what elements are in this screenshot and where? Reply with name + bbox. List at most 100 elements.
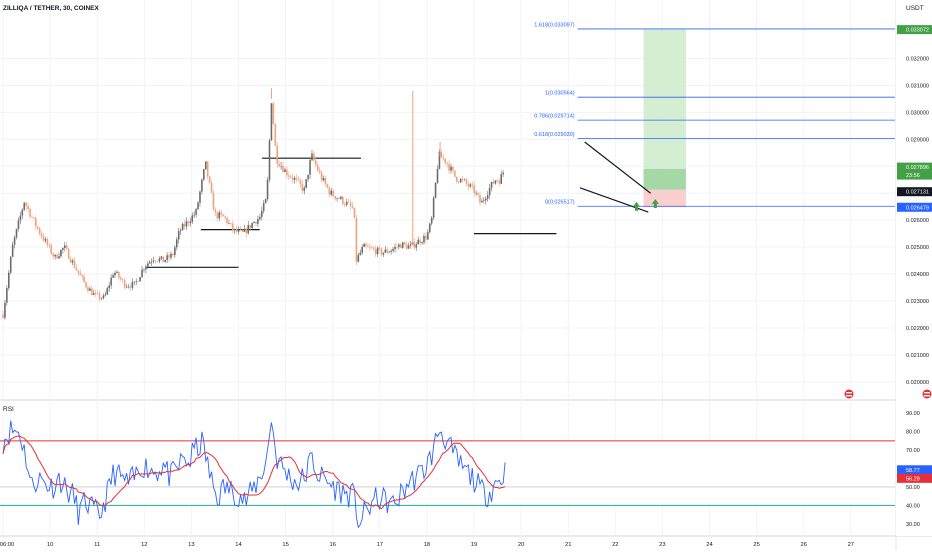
price-axis-label: 0.030000 <box>906 110 929 116</box>
price-axis[interactable]: 0.020000 0.021000 0.022000 0.023000 0.024000… <box>896 0 932 536</box>
flag-icon[interactable] <box>844 389 854 399</box>
candle-body <box>444 158 447 163</box>
candle-body <box>320 172 323 181</box>
candle-body <box>400 244 402 248</box>
candle-body <box>91 288 93 295</box>
time-axis[interactable]: 06:00 10 11 12 13 14 15 16 17 18 19 20 21 22 23 24 25 26 2… <box>0 542 854 548</box>
candle-body <box>25 202 27 206</box>
candle-body <box>150 261 153 263</box>
candle-body <box>187 221 190 224</box>
candle-body <box>52 253 55 257</box>
candle-body <box>318 170 321 173</box>
candle-body <box>116 271 118 273</box>
candle-body <box>102 295 105 299</box>
candle-body <box>75 267 78 271</box>
up-arrow-icon[interactable] <box>651 199 659 208</box>
fib-level-label: 0.618(0.029030) <box>534 132 575 138</box>
candle-body <box>365 243 367 247</box>
candle-body <box>417 239 419 245</box>
candle-body <box>257 219 259 224</box>
fib-level-label: 1.618(0.033097) <box>534 22 575 28</box>
candle-body <box>438 151 441 169</box>
candle-body <box>459 178 462 183</box>
candle-body <box>54 254 56 257</box>
candle-body <box>291 177 294 180</box>
candle-body <box>467 183 470 187</box>
candle-body <box>270 103 273 141</box>
candle-body <box>473 185 475 193</box>
price-axis-label: 0.029000 <box>906 137 929 143</box>
candle-body <box>407 245 410 249</box>
rsi-title: RSI <box>3 406 14 413</box>
flag-icon[interactable] <box>922 389 932 399</box>
candle-body <box>58 256 60 259</box>
candle-body <box>127 286 130 288</box>
rsi-axis-label: 70.00 <box>906 448 920 454</box>
time-axis-label: 27 <box>848 542 854 548</box>
candle-body <box>158 258 161 262</box>
time-axis-label: 10 <box>47 542 53 548</box>
candle-body <box>446 162 448 164</box>
candle-body <box>191 215 194 222</box>
candle-body <box>340 196 342 199</box>
candle-body <box>463 179 466 181</box>
candle-body <box>233 228 236 231</box>
candle-body <box>23 202 26 210</box>
candle-body <box>363 243 365 247</box>
price-axis-label: 0.031000 <box>906 83 929 89</box>
candle-body <box>359 252 362 255</box>
candle-body <box>65 245 68 249</box>
candle-body <box>374 249 377 255</box>
time-axis-label: 06:00 <box>0 542 14 548</box>
candle-body <box>330 190 333 195</box>
candle-body <box>425 235 427 240</box>
wedge-upper-line[interactable] <box>584 141 651 194</box>
price-axis-label: 0.025000 <box>906 245 929 251</box>
candle-body <box>110 277 112 286</box>
candle-body <box>486 195 489 199</box>
candle-body <box>392 248 394 251</box>
time-axis-label: 16 <box>329 542 335 548</box>
time-axis-label: 17 <box>377 542 383 548</box>
candle-body <box>293 177 296 180</box>
candle-body <box>251 222 253 228</box>
candle-body <box>27 205 29 209</box>
price-badge-text: 0.027131 <box>906 190 929 196</box>
time-axis-label: 20 <box>518 542 524 548</box>
candle-body <box>301 184 304 191</box>
time-axis-label: 19 <box>471 542 477 548</box>
wedge-drawing[interactable] <box>579 141 659 213</box>
candle-body <box>141 269 143 278</box>
target-zone[interactable] <box>643 29 686 190</box>
candle-body <box>63 245 66 248</box>
candle-body <box>137 281 139 282</box>
candle-body <box>494 180 497 184</box>
candle-body <box>386 249 389 253</box>
candle-body <box>131 281 134 288</box>
candle-body <box>73 260 76 268</box>
candle-body <box>87 287 89 291</box>
candle-body <box>401 242 404 248</box>
candle-body <box>56 254 58 259</box>
fib-level-label: 1(0.030564) <box>545 91 575 97</box>
long-position-tool[interactable] <box>643 29 686 208</box>
price-axis-label: 0.022000 <box>906 326 929 332</box>
candle-body <box>42 236 45 241</box>
candle-body <box>479 195 481 203</box>
candle-body <box>361 246 363 253</box>
candle-body <box>232 223 234 231</box>
candle-body <box>278 163 280 167</box>
price-axis-label: 0.026000 <box>906 218 929 224</box>
candle-body <box>322 178 325 181</box>
candle-body <box>405 244 408 249</box>
candle-body <box>147 263 149 267</box>
candle-body <box>454 170 456 177</box>
candle-body <box>456 176 458 182</box>
candle-body <box>436 168 439 183</box>
axis-background <box>896 0 932 536</box>
candle-body <box>477 192 479 196</box>
candle-body <box>154 260 157 262</box>
candle-body <box>403 242 406 245</box>
up-arrow-icon[interactable] <box>632 201 640 211</box>
